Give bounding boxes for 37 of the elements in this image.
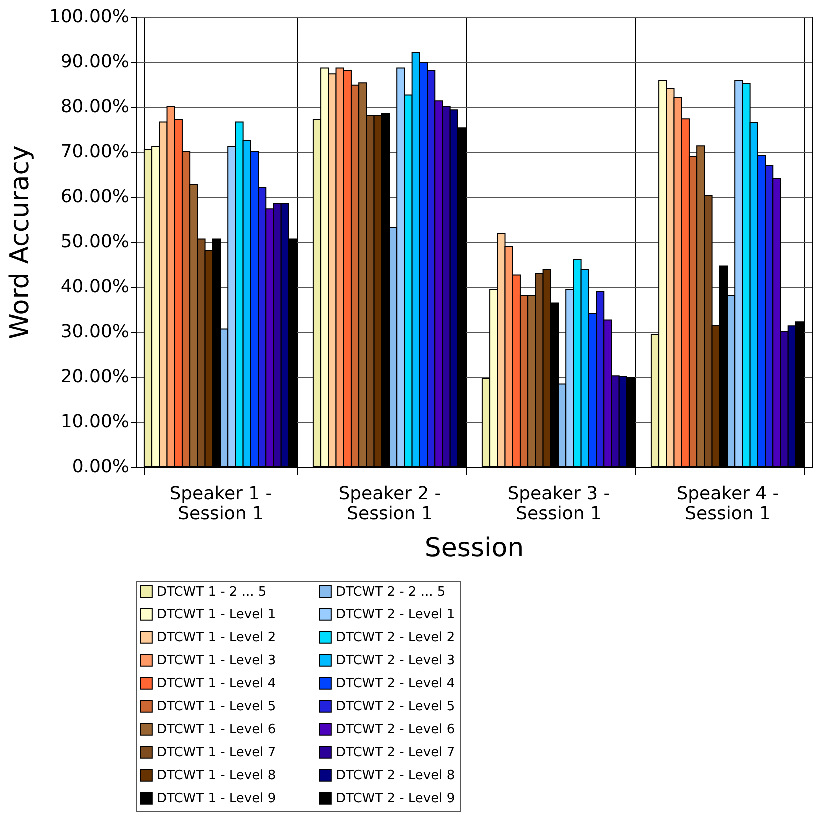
x-tick-label: Speaker 3 - Session 1 (508, 484, 610, 524)
x-tick-label: Speaker 2 - Session 1 (338, 484, 442, 524)
legend-label: DTCWT 1 - Level 7 (157, 746, 276, 760)
legend-label: DTCWT 1 - Level 6 (157, 722, 276, 738)
y-tick-label: 60.00% (60, 186, 130, 208)
legend-label: DTCWT 2 - Level 2 (336, 630, 456, 646)
legend-label: DTCWT 1 - Level 1 (157, 608, 276, 622)
y-tick-label: 50.00% (60, 232, 130, 252)
y-tick-label: 30.00% (60, 322, 130, 342)
y-tick-label: 40.00% (60, 276, 130, 298)
legend-label: DTCWT 2 - Level 7 (336, 746, 456, 760)
legend-label: DTCWT 1 - Level 5 (157, 700, 276, 714)
legend-label: DTCWT 2 - Level 9 (336, 792, 456, 806)
legend-label: DTCWT 2 - Level 8 (336, 768, 456, 784)
y-tick-label: 70.00% (60, 142, 130, 162)
y-tick-label: 100.00% (49, 6, 130, 28)
legend-label: DTCWT 2 - Level 1 (336, 608, 456, 622)
legend-label: DTCWT 1 - Level 4 (157, 676, 276, 692)
legend-label: DTCWT 2 - Level 4 (336, 676, 456, 692)
y-tick-label: 0.00% (72, 456, 130, 478)
y-axis-title: Word Accuracy (5, 146, 36, 340)
legend-label: DTCWT 2 - Level 3 (336, 654, 456, 668)
y-tick-label: 10.00% (60, 412, 130, 432)
legend-label: DTCWT 2 - 2 ... 5 (336, 584, 446, 600)
legend-label: DTCWT 2 - Level 6 (336, 722, 456, 738)
y-tick-label: 90.00% (60, 52, 130, 72)
legend-label: DTCWT 1 - 2 ... 5 (157, 584, 267, 600)
y-tick-label: 80.00% (60, 96, 130, 118)
legend-label: DTCWT 1 - Level 3 (157, 654, 276, 668)
legend-label: DTCWT 1 - Level 9 (157, 792, 276, 806)
x-tick-label: Speaker 4 - Session 1 (676, 484, 780, 524)
legend-label: DTCWT 1 - Level 8 (157, 768, 276, 784)
legend-label: DTCWT 2 - Level 5 (336, 700, 456, 714)
legend-label: DTCWT 1 - Level 2 (157, 630, 276, 646)
x-tick-label: Speaker 1 - Session 1 (170, 484, 272, 524)
x-axis-title: Session (424, 534, 524, 564)
y-tick-label: 20.00% (60, 366, 130, 388)
